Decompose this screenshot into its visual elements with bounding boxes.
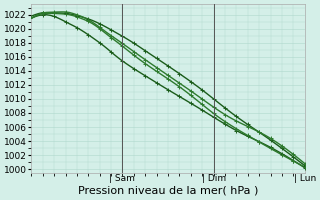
X-axis label: Pression niveau de la mer( hPa ): Pression niveau de la mer( hPa )	[78, 186, 258, 196]
